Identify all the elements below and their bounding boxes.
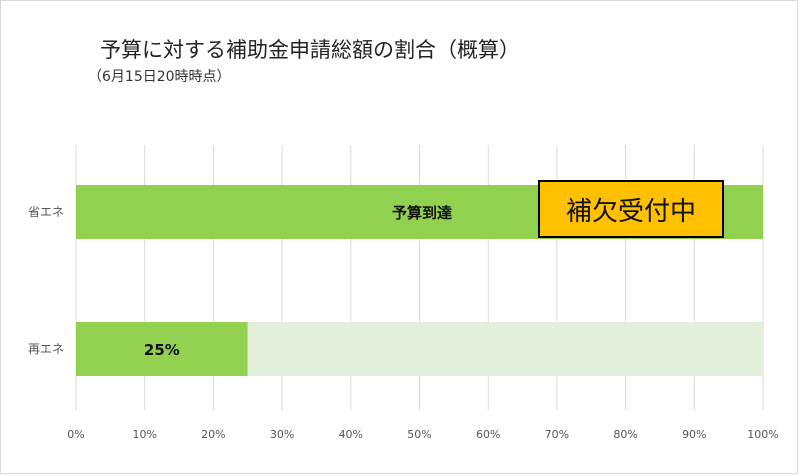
callout-box: 補欠受付中 bbox=[538, 180, 724, 238]
x-tick-label: 50% bbox=[407, 428, 431, 441]
x-tick-label: 10% bbox=[132, 428, 156, 441]
data-label: 予算到達 bbox=[392, 204, 452, 222]
chart-title: 予算に対する補助金申請総額の割合（概算） bbox=[100, 38, 520, 62]
bar-segment bbox=[76, 322, 248, 376]
x-tick-label: 40% bbox=[339, 428, 363, 441]
x-tick-label: 90% bbox=[682, 428, 706, 441]
bar-segment bbox=[247, 322, 763, 376]
category-label: 省エネ bbox=[28, 205, 64, 219]
data-label: 25% bbox=[144, 341, 180, 359]
x-tick-label: 80% bbox=[613, 428, 637, 441]
x-tick-label: 0% bbox=[67, 428, 84, 441]
x-tick-label: 60% bbox=[476, 428, 500, 441]
x-tick-label: 20% bbox=[201, 428, 225, 441]
x-tick-label: 100% bbox=[747, 428, 778, 441]
category-label: 再エネ bbox=[28, 342, 64, 356]
x-tick-label: 30% bbox=[270, 428, 294, 441]
chart-subtitle: （6月15日20時時点） bbox=[88, 69, 231, 85]
x-tick-label: 70% bbox=[545, 428, 569, 441]
